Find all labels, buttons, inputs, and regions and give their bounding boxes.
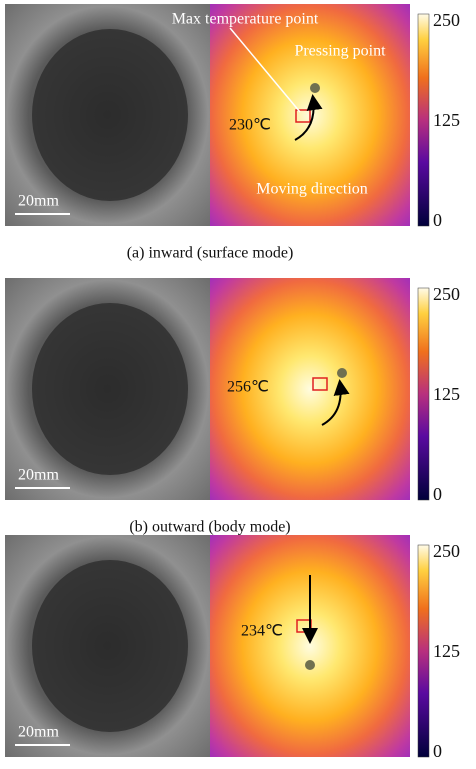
annotation: Pressing point: [294, 43, 386, 60]
pressing-point: [310, 83, 320, 93]
pressing-point: [337, 368, 347, 378]
weld-area: [32, 29, 188, 201]
colorbar: [418, 14, 429, 226]
temperature-label: 234℃: [241, 623, 283, 640]
thermal-image: [210, 535, 410, 757]
colorbar: [418, 288, 429, 500]
temperature-label: 230℃: [229, 117, 271, 134]
colorbar-tick-label: 0: [433, 484, 442, 504]
pressing-point: [305, 660, 315, 670]
colorbar-tick-label: 125: [433, 110, 460, 130]
colorbar-tick-label: 0: [433, 741, 442, 761]
colorbar-tick-label: 0: [433, 210, 442, 230]
colorbar: [418, 545, 429, 757]
annotation: Max temperature point: [172, 11, 319, 28]
caption: (a) inward (surface mode): [127, 245, 294, 262]
colorbar-tick-label: 250: [433, 284, 460, 304]
scale-label: 20mm: [18, 467, 59, 484]
figure: 20mm 250 125 0 230℃ (a) inward (surface mode)…: [0, 0, 476, 769]
colorbar-tick-label: 125: [433, 384, 460, 404]
caption: (b) outward (body mode): [129, 519, 290, 536]
scale-label: 20mm: [18, 193, 59, 210]
colorbar-tick-label: 250: [433, 10, 460, 30]
scale-label: 20mm: [18, 724, 59, 741]
annotation: Moving direction: [256, 181, 368, 198]
weld-area: [32, 303, 188, 475]
weld-area: [32, 560, 188, 732]
colorbar-tick-label: 125: [433, 641, 460, 661]
colorbar-tick-label: 250: [433, 541, 460, 561]
temperature-label: 256℃: [227, 379, 269, 396]
